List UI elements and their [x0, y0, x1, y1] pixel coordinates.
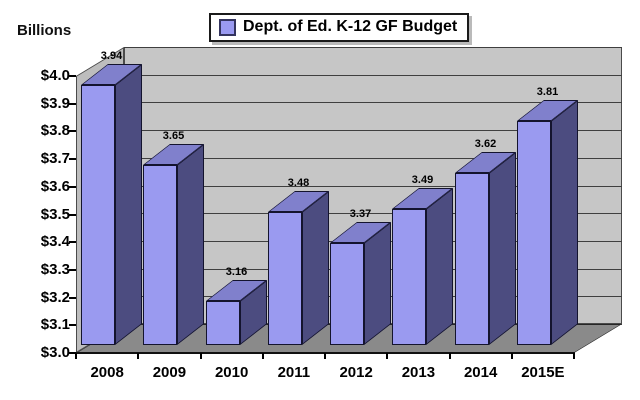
bar-side-2011 [302, 191, 329, 345]
bar-2014 [455, 173, 489, 345]
bar-side-2008 [115, 64, 142, 345]
x-tick-label-2010: 2010 [214, 364, 249, 381]
y-tick-mark [69, 352, 76, 354]
y-tick-mark [69, 75, 76, 77]
bar-value-label-2014: 3.62 [474, 138, 497, 150]
bar-value-label-2015E: 3.81 [536, 86, 559, 98]
y-tick-mark [69, 296, 76, 299]
gridline [124, 74, 622, 76]
bar-side-2012 [364, 222, 391, 345]
bar-2013 [392, 209, 426, 345]
bar-side-2013 [426, 188, 453, 345]
bar-side-2015E [551, 100, 578, 345]
x-tick-mark [199, 353, 202, 359]
x-tick-label-2008: 2008 [90, 364, 124, 381]
x-tick-mark [448, 353, 451, 359]
bar-value-label-2010: 3.16 [225, 266, 248, 278]
y-tick-label: $3.3 [40, 260, 70, 278]
y-tick-label: $3.1 [40, 316, 70, 334]
y-tick-label: $3.2 [40, 288, 70, 306]
x-tick-mark [261, 353, 264, 359]
x-tick-label-2014: 2014 [463, 364, 498, 381]
gridline [124, 185, 622, 187]
bar-2015E [517, 121, 551, 345]
bar-side-2014 [489, 152, 516, 345]
x-tick-label-2013: 2013 [401, 364, 436, 381]
y-tick-label: $3.8 [40, 122, 70, 140]
y-tick-mark [69, 130, 76, 133]
bar-2010 [206, 301, 240, 345]
gridline [124, 102, 622, 104]
gridline [124, 47, 622, 48]
bar-2012 [330, 243, 364, 345]
x-tick-mark [75, 353, 77, 359]
x-tick-mark [386, 353, 389, 359]
y-tick-mark [69, 102, 76, 105]
y-tick-label: $3.0 [40, 344, 70, 361]
bar-value-label-2009: 3.65 [162, 130, 185, 142]
x-tick-mark [573, 353, 575, 359]
legend-label: Dept. of Ed. K-12 GF Budget [243, 18, 458, 35]
gridline [124, 157, 622, 159]
y-tick-label: $3.7 [40, 150, 70, 168]
y-tick-label: $4.0 [40, 67, 70, 84]
gridline [124, 130, 622, 132]
bar-value-label-2008: 3.94 [100, 50, 123, 62]
x-tick-label-2009: 2009 [152, 364, 187, 381]
legend: Dept. of Ed. K-12 GF Budget [209, 13, 470, 42]
y-tick-mark [69, 185, 76, 188]
bar-value-label-2011: 3.48 [287, 177, 310, 189]
x-tick-mark [510, 353, 513, 359]
y-tick-label: $3.5 [40, 205, 70, 223]
y-tick-mark [69, 241, 76, 244]
x-tick-mark [324, 353, 326, 359]
legend-swatch-icon [219, 18, 236, 36]
bar-2009 [143, 165, 177, 345]
y-tick-label: $3.9 [40, 94, 70, 112]
y-tick-mark [69, 158, 76, 161]
y-tick-mark [69, 324, 76, 327]
x-tick-label-2015E: 2015E [521, 364, 565, 381]
bar-side-2009 [177, 144, 204, 345]
bar-value-label-2013: 3.49 [411, 174, 434, 186]
y-tick-mark [69, 213, 76, 216]
gridline [124, 213, 622, 215]
bar-value-label-2012: 3.37 [349, 208, 372, 220]
y-tick-mark [69, 268, 76, 271]
bar-2011 [268, 212, 302, 345]
x-tick-mark [137, 353, 140, 359]
bar-2008 [81, 85, 115, 345]
x-tick-label-2012: 2012 [339, 364, 373, 381]
x-tick-label-2011: 2011 [277, 364, 311, 381]
y-axis-title: Billions [17, 22, 72, 39]
y-tick-label: $3.4 [40, 233, 70, 251]
y-tick-label: $3.6 [40, 177, 70, 195]
